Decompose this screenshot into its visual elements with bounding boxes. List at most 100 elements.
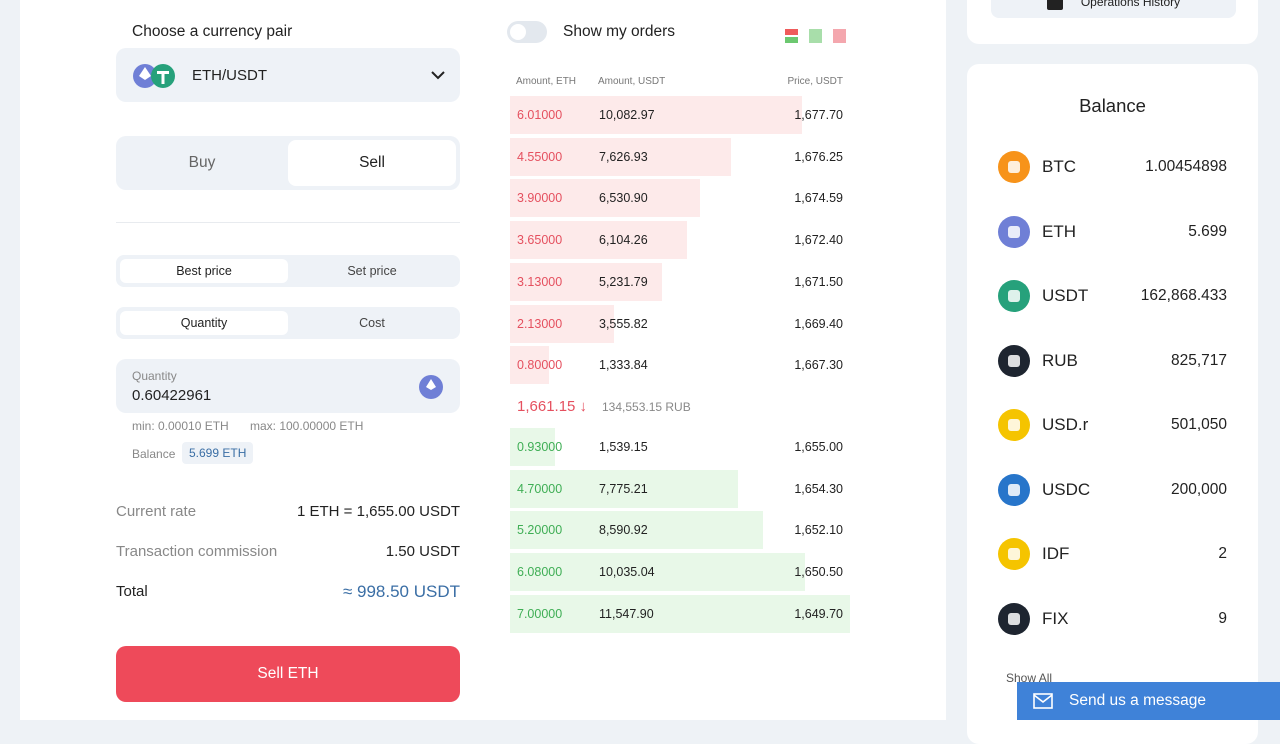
price-mode: Best price Set price <box>116 255 460 287</box>
asset-amount: 2 <box>1218 545 1227 562</box>
show-all[interactable]: Show All <box>1006 671 1053 685</box>
asset-symbol: BTC <box>1042 157 1076 176</box>
depth-bar <box>510 428 556 466</box>
asset-amount: 5.699 <box>1188 222 1227 240</box>
price: 1,676.25 <box>794 149 843 164</box>
toggle-label: Show my orders <box>563 23 675 40</box>
amount-eth: 6.08000 <box>517 565 563 580</box>
tab-sell[interactable]: Sell <box>288 140 456 186</box>
amount-eth: 5.20000 <box>517 523 563 538</box>
amount-mode: Quantity Cost <box>116 307 460 339</box>
summary-value: ≈ 998.50 USDT <box>342 582 460 601</box>
pair-icons <box>133 64 175 88</box>
divider <box>116 222 460 223</box>
asset-symbol: USDT <box>1042 286 1089 305</box>
history-card: Operations History <box>967 0 1258 44</box>
summary-value: 1 ETH = 1,655.00 USDT <box>297 503 460 520</box>
asset-icon <box>998 473 1030 506</box>
depth-bar <box>510 179 700 218</box>
amount-usdt: 6,104.26 <box>599 233 648 248</box>
amount-eth: 0.80000 <box>517 358 563 373</box>
balance-label: Balance <box>132 447 176 461</box>
price: 1,674.59 <box>794 191 843 206</box>
amount-eth: 2.13000 <box>517 316 563 331</box>
asset-amount: 1.00454898 <box>1145 158 1227 175</box>
chat-label: Send us a message <box>1069 692 1207 709</box>
amount-usdt: 10,035.04 <box>599 565 655 580</box>
amount-usdt: 11,547.90 <box>599 606 654 621</box>
amount-usdt: 1,539.15 <box>599 440 648 454</box>
pair-select[interactable]: ETH/USDT <box>116 48 460 102</box>
asset-icon <box>998 409 1030 441</box>
last-price: 1,661.15 ↓ <box>517 398 588 415</box>
header: Price, USDT <box>787 76 843 87</box>
price: 1,671.50 <box>794 274 843 289</box>
asset-icon <box>998 215 1030 248</box>
chat-widget[interactable]: Send us a message <box>1017 682 1280 720</box>
max-limit: max: 100.00000 ETH <box>250 419 364 433</box>
summary-value: 1.50 USDT <box>385 543 460 560</box>
cost-mode[interactable]: Cost <box>359 316 385 330</box>
amount-eth: 4.55000 <box>517 149 563 164</box>
depth-bar <box>510 553 806 592</box>
depth-bar <box>510 137 732 176</box>
chevron <box>431 71 445 80</box>
amount-usdt: 10,082.97 <box>599 108 655 122</box>
amount-usdt: 7,626.93 <box>599 149 648 164</box>
page: Choose a currency pair ETH/USDT Buy Sell… <box>20 0 1280 744</box>
toggle[interactable] <box>507 21 547 43</box>
price: 1,649.70 <box>794 606 843 621</box>
price: 1,672.40 <box>794 233 843 248</box>
asset-symbol: USD.r <box>1042 415 1089 434</box>
depth-bar <box>510 511 763 550</box>
asset-amount: 200,000 <box>1170 480 1227 498</box>
submit-button[interactable]: Sell ETH <box>116 646 460 702</box>
pair-label: Choose a currency pair <box>132 23 293 40</box>
price: 1,677.70 <box>794 108 843 122</box>
depth-bar <box>510 346 549 385</box>
set-price[interactable]: Set price <box>347 264 397 278</box>
price: 1,650.50 <box>794 565 843 580</box>
last-price-value: 1,661.15 <box>517 398 576 415</box>
best-price[interactable]: Best price <box>120 259 288 283</box>
eth-icon <box>419 375 443 399</box>
depth-bar <box>510 469 739 508</box>
quantity-mode[interactable]: Quantity <box>120 311 288 335</box>
asset-amount: 825,717 <box>1170 351 1227 369</box>
asset-symbol: ETH <box>1042 221 1076 241</box>
view-icons[interactable] <box>783 28 847 44</box>
tab-buy[interactable]: Buy <box>188 154 216 171</box>
price: 1,655.00 <box>794 440 843 454</box>
summary-label: Current rate <box>116 503 197 520</box>
depth-bar <box>510 304 614 343</box>
asset-symbol: IDF <box>1042 544 1070 563</box>
depth-bar <box>510 262 663 301</box>
depth-bar <box>510 594 851 633</box>
price: 1,669.40 <box>794 316 843 331</box>
amount-eth: 0.93000 <box>517 440 563 454</box>
operations-history[interactable]: Operations History <box>991 0 1236 18</box>
min-limit: min: 0.00010 ETH <box>132 419 229 433</box>
quantity-input[interactable]: Quantity 0.60422961 <box>116 359 460 413</box>
asset-icon <box>998 280 1030 312</box>
depth-bar <box>510 221 688 260</box>
amount-eth: 4.70000 <box>517 481 563 496</box>
header: Amount, ETH <box>516 76 577 87</box>
asset-amount: 162,868.433 <box>1140 287 1227 304</box>
asset-icon <box>998 538 1030 570</box>
side-tabs: Buy Sell <box>116 136 460 190</box>
header: Amount, USDT <box>598 76 666 87</box>
amount-eth: 7.00000 <box>517 606 563 621</box>
balance-value[interactable]: 5.699 ETH <box>182 442 254 464</box>
amount-usdt: 6,530.90 <box>599 191 648 206</box>
asset-amount: 9 <box>1218 609 1227 627</box>
asset-amount: 501,050 <box>1170 416 1227 433</box>
history-label: Operations History <box>1080 0 1181 9</box>
pair-value: ETH/USDT <box>192 67 267 84</box>
amount-usdt: 3,555.82 <box>599 316 648 331</box>
price: 1,652.10 <box>794 523 843 538</box>
asset-symbol: FIX <box>1042 608 1069 628</box>
amount-usdt: 1,333.84 <box>599 358 648 373</box>
last-price-rub: 134,553.15 RUB <box>602 400 691 414</box>
amount-eth: 6.01000 <box>517 108 563 122</box>
